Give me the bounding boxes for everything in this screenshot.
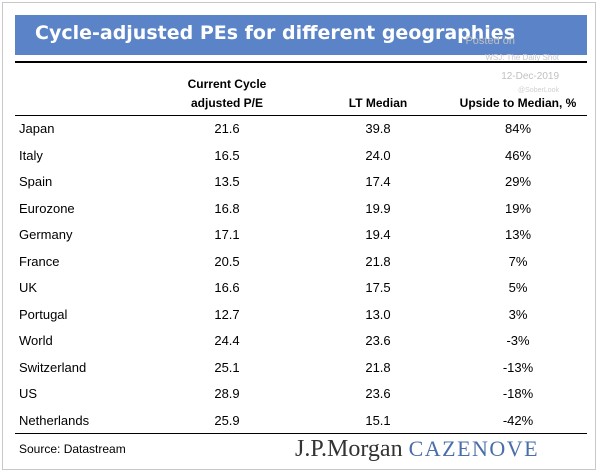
current-pe-cell: 16.6 (214, 280, 240, 295)
current-pe-cell: 25.1 (214, 359, 240, 375)
country-cell: France (19, 253, 60, 269)
current-pe-cell: 16.5 (214, 147, 240, 163)
current-pe-cell: 25.9 (214, 412, 240, 428)
table-row: Switzerland 25.1 21.8 -13% (3, 360, 600, 386)
lt-median-cell: 21.8 (365, 253, 391, 269)
watermark-source: WSJ: The Daily Shot (485, 53, 559, 62)
country-cell: UK (19, 280, 38, 295)
table-row: World 24.4 23.6 -3% (3, 333, 600, 359)
current-pe-cell: 20.5 (214, 253, 240, 269)
table-row: UK 16.6 17.5 5% (3, 280, 600, 306)
table-row: Italy 16.5 24.0 46% (3, 148, 600, 174)
upside-cell: 46% (504, 147, 532, 163)
country-cell: Netherlands (19, 412, 90, 428)
header-upside: Upside to Median, % (459, 96, 577, 110)
watermark-date: 12-Dec-2019 (501, 71, 559, 82)
lt-median-cell: 17.4 (365, 174, 391, 189)
lt-median-cell: 24.0 (365, 147, 391, 163)
lt-median-cell: 17.5 (365, 280, 391, 295)
watermark-posted-on: Posted on (465, 35, 515, 47)
current-pe-cell: 21.6 (214, 121, 240, 136)
current-pe-cell: 28.9 (214, 386, 240, 401)
country-cell: Germany (19, 227, 73, 242)
table-row: Germany 17.1 19.4 13% (3, 227, 600, 253)
header-rule (15, 115, 587, 116)
lt-median-cell: 23.6 (365, 386, 391, 401)
lt-median-cell: 21.8 (365, 359, 391, 375)
table-row: Portugal 12.7 13.0 3% (3, 307, 600, 333)
title-bar (15, 15, 587, 55)
header-median: LT Median (348, 96, 408, 110)
table-row: Spain 13.5 17.4 29% (3, 174, 600, 200)
bottom-rule (15, 433, 587, 434)
logo-primary: J.P.Morgan (295, 436, 403, 462)
country-cell: World (19, 333, 53, 348)
upside-cell: 7% (508, 253, 528, 269)
watermark-handle: @SoberLook (518, 87, 559, 94)
country-cell: Portugal (19, 306, 68, 322)
lt-median-cell: 19.4 (365, 227, 391, 242)
upside-cell: -18% (502, 386, 534, 401)
logo-secondary: CAZENOVE (408, 436, 540, 461)
header-current-line1: Current Cycle (187, 77, 267, 91)
lt-median-cell: 13.0 (365, 306, 391, 322)
current-pe-cell: 16.8 (214, 200, 240, 216)
country-cell: Eurozone (19, 200, 75, 216)
table-row: Netherlands 25.9 15.1 -42% (3, 413, 600, 439)
table-row: France 20.5 21.8 7% (3, 254, 600, 280)
upside-cell: 29% (504, 174, 532, 189)
table-row: Japan 21.6 39.8 84% (3, 121, 600, 147)
country-cell: Japan (19, 121, 55, 136)
country-cell: Spain (19, 174, 53, 189)
table-row: Eurozone 16.8 19.9 19% (3, 201, 600, 227)
current-pe-cell: 17.1 (214, 227, 240, 242)
upside-cell: -3% (506, 333, 530, 348)
upside-cell: 3% (508, 306, 528, 322)
lt-median-cell: 39.8 (365, 121, 391, 136)
header-current-line2: adjusted P/E (190, 96, 264, 110)
figure-frame: Cycle-adjusted PEs for different geograp… (2, 2, 596, 470)
lt-median-cell: 15.1 (365, 412, 391, 428)
current-pe-cell: 13.5 (214, 174, 240, 189)
country-cell: Italy (19, 147, 43, 163)
upside-cell: 13% (504, 227, 532, 242)
table-row: US 28.9 23.6 -18% (3, 386, 600, 412)
upside-cell: -42% (502, 412, 534, 428)
current-pe-cell: 24.4 (214, 333, 240, 348)
country-cell: US (19, 386, 38, 401)
country-cell: Switzerland (19, 359, 87, 375)
upside-cell: -13% (502, 359, 534, 375)
top-rule (15, 61, 587, 63)
jpmorgan-cazenove-logo: J.P.Morgan CAZENOVE (295, 436, 539, 463)
upside-cell: 5% (508, 280, 528, 295)
source-note: Source: Datastream (19, 442, 126, 456)
lt-median-cell: 23.6 (365, 333, 391, 348)
upside-cell: 84% (504, 121, 532, 136)
current-pe-cell: 12.7 (214, 306, 240, 322)
figure-title: Cycle-adjusted PEs for different geograp… (35, 22, 516, 44)
lt-median-cell: 19.9 (365, 200, 391, 216)
upside-cell: 19% (504, 200, 532, 216)
